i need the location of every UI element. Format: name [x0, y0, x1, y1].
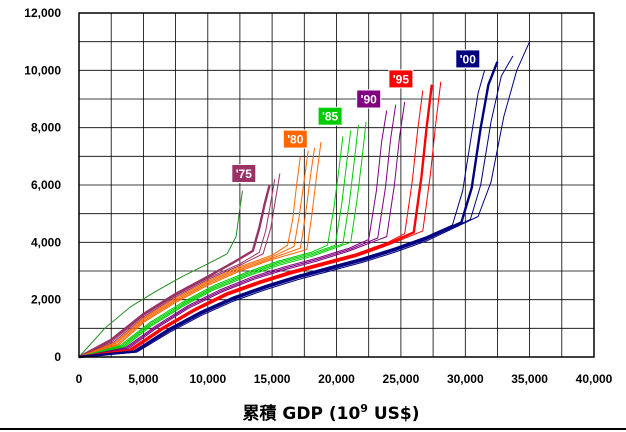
- x-tick-label: 10,000: [189, 372, 226, 386]
- x-tick-label: 35,000: [511, 372, 548, 386]
- y-tick-label: 2,000: [31, 293, 61, 307]
- series-line: [78, 104, 397, 358]
- series-line: [78, 130, 352, 358]
- x-tick-label: 40,000: [576, 372, 613, 386]
- x-tick-label: 25,000: [383, 372, 420, 386]
- x-tick-label: 30,000: [447, 372, 484, 386]
- era-label-layer: '75 '80 '85 '90 '95 '00: [231, 49, 481, 183]
- era-label-box: [282, 129, 308, 149]
- era-label-box: [231, 164, 257, 183]
- era-label: '90: [361, 93, 378, 107]
- era-label: '00: [460, 52, 477, 66]
- era-label: '95: [393, 72, 410, 86]
- series-line: [78, 156, 301, 358]
- y-tick-label: 0: [54, 350, 61, 364]
- series-line: [78, 150, 309, 358]
- series-line: [78, 179, 276, 358]
- y-tick-label: 6,000: [31, 178, 61, 192]
- y-tick-label: 8,000: [31, 121, 61, 135]
- y-tick-label: 4,000: [31, 235, 61, 249]
- tick-label-layer: 0 5,000 10,000 15,000 20,000 25,000 30,000 35,0…: [24, 6, 612, 386]
- x-tick-label: 0: [76, 372, 83, 386]
- series-line: [78, 190, 243, 358]
- era-label: '75: [236, 167, 253, 181]
- series-line: [78, 81, 442, 358]
- x-axis-title: 累積 GDP (109 US$): [242, 402, 419, 424]
- era-label-box: [455, 49, 481, 69]
- era-label-box: [317, 106, 343, 126]
- series-line: [78, 101, 406, 358]
- series-line: [78, 136, 344, 358]
- series-line: [78, 110, 388, 358]
- era-label: '85: [322, 110, 339, 124]
- era-label: '80: [287, 133, 304, 147]
- series-layer: [78, 41, 531, 359]
- series-line: [78, 147, 316, 358]
- plot-frame: [78, 12, 595, 358]
- series-line: [78, 55, 514, 358]
- series-line: [78, 173, 281, 358]
- series-line: [78, 61, 499, 359]
- x-tick-label: 20,000: [318, 372, 355, 386]
- x-axis-title-superscript: 9: [360, 402, 368, 415]
- x-tick-label: 15,000: [254, 372, 291, 386]
- series-line: [78, 84, 433, 359]
- y-tick-label: 10,000: [24, 63, 61, 77]
- x-axis-title-suffix: US$): [368, 404, 420, 424]
- series-line: [78, 121, 367, 358]
- series-line: [78, 70, 486, 358]
- series-line: [78, 184, 271, 359]
- x-tick-label: 5,000: [128, 372, 158, 386]
- x-axis-title-prefix: 累積 GDP (10: [242, 403, 360, 424]
- era-label-box: [388, 69, 414, 89]
- y-tick-label: 12,000: [24, 6, 61, 20]
- series-line: [78, 41, 531, 358]
- series-line: [78, 124, 359, 358]
- series-line: [78, 90, 424, 358]
- series-line: [78, 141, 322, 358]
- era-label-box: [356, 89, 382, 109]
